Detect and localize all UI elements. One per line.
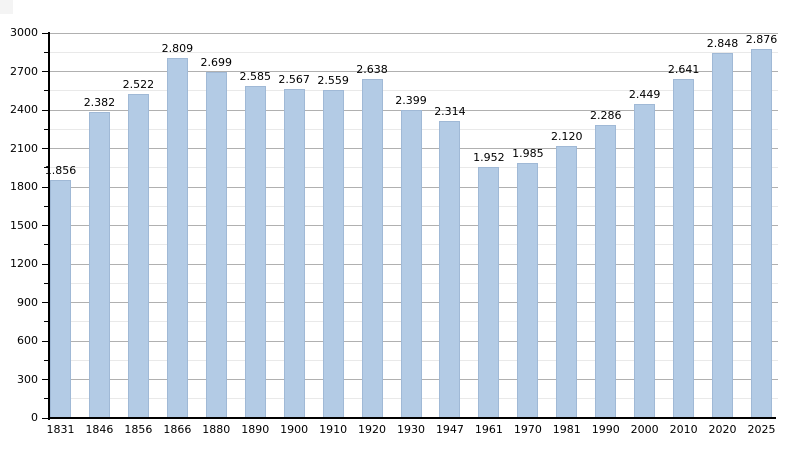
gridline-major xyxy=(50,32,778,34)
x-axis-line xyxy=(48,417,776,419)
x-axis-tick-label: 1866 xyxy=(163,423,192,436)
bar-value-label: 2.314 xyxy=(434,105,466,119)
x-axis-tick-label: 1920 xyxy=(358,423,387,436)
x-axis-tick-label: 1947 xyxy=(435,423,464,436)
x-axis-tick-label: 2025 xyxy=(747,423,776,436)
bar-1981 xyxy=(556,145,578,418)
y-axis-major-tick xyxy=(42,32,50,34)
y-axis-tick-label: 900 xyxy=(17,295,38,309)
bar-value-label: 2.638 xyxy=(356,63,388,77)
bar-1831 xyxy=(50,179,71,418)
y-axis-major-tick xyxy=(42,417,50,419)
x-axis-tick-label: 1981 xyxy=(552,423,581,436)
bar-1947 xyxy=(439,121,461,418)
bar-value-label: 2.641 xyxy=(667,63,700,77)
gridline-major xyxy=(50,109,778,111)
bar-value-label: 1.856 xyxy=(44,163,77,177)
bar-value-label: 2.120 xyxy=(551,129,583,143)
x-axis-tick-label: 1970 xyxy=(513,423,542,436)
y-axis-major-tick xyxy=(42,71,50,72)
bar-value-label: 2.567 xyxy=(278,72,310,86)
y-axis-major-tick xyxy=(42,109,50,111)
bar-value-label: 2.522 xyxy=(122,78,155,92)
bar-2025 xyxy=(751,48,772,418)
y-axis-minor-tick xyxy=(44,359,50,361)
y-axis-major-tick xyxy=(42,148,50,149)
bar-1900 xyxy=(283,88,305,418)
bar-1990 xyxy=(595,124,617,418)
y-axis-minor-tick xyxy=(44,244,50,246)
y-axis-minor-tick xyxy=(44,282,50,284)
bar-value-label: 2.876 xyxy=(745,32,778,46)
bar-value-label: 2.449 xyxy=(628,87,661,101)
bar-2020 xyxy=(712,52,734,418)
bar-value-label: 2.286 xyxy=(589,108,622,122)
y-axis-minor-tick xyxy=(44,167,50,169)
bar-1856 xyxy=(127,94,149,418)
bar-1930 xyxy=(400,110,422,418)
y-axis-major-tick xyxy=(42,186,50,188)
gridline-minor xyxy=(50,51,778,53)
x-axis-tick-label: 2010 xyxy=(669,423,698,436)
gridline-major xyxy=(50,71,778,72)
bar-value-label: 2.585 xyxy=(239,70,271,84)
bar-2000 xyxy=(634,103,656,418)
y-axis-tick-label: 1200 xyxy=(10,257,38,270)
y-axis-minor-tick xyxy=(44,321,50,323)
x-axis-tick-label: 1880 xyxy=(202,423,231,436)
y-axis-minor-tick xyxy=(44,128,50,130)
y-axis-minor-tick xyxy=(44,205,50,207)
y-axis-major-tick xyxy=(42,225,50,226)
bar-value-label: 2.382 xyxy=(83,96,116,110)
y-axis-minor-tick xyxy=(44,398,50,400)
y-axis-tick-label: 2700 xyxy=(10,64,38,78)
bar-1961 xyxy=(478,167,500,418)
y-axis-tick-label: 3000 xyxy=(10,26,38,39)
bar-value-label: 2.699 xyxy=(200,55,233,69)
y-axis-tick-label: 1500 xyxy=(10,218,38,232)
bar-1910 xyxy=(322,89,344,418)
y-axis-tick-label: 0 xyxy=(31,411,38,424)
x-axis-tick-label: 2000 xyxy=(630,423,659,436)
bar-1846 xyxy=(88,112,110,418)
y-axis-line xyxy=(48,32,50,420)
bar-1880 xyxy=(205,71,227,418)
x-axis-tick-label: 1990 xyxy=(591,423,620,436)
bar-value-label: 2.399 xyxy=(395,94,427,108)
corner-artifact xyxy=(0,0,13,14)
bar-1866 xyxy=(166,57,188,418)
gridline-minor xyxy=(50,90,778,92)
y-axis-tick-label: 2100 xyxy=(10,141,38,155)
y-axis-minor-tick xyxy=(44,51,50,53)
x-axis-tick-label: 1890 xyxy=(241,423,270,436)
x-axis-tick-label: 1930 xyxy=(397,423,425,436)
bar-value-label: 1.952 xyxy=(473,151,505,165)
x-axis-tick-label: 1961 xyxy=(474,423,503,436)
bar-2010 xyxy=(673,79,695,418)
bar-value-label: 2.809 xyxy=(161,41,194,55)
y-axis-major-tick xyxy=(42,302,50,303)
x-axis-tick-label: 1910 xyxy=(319,423,348,436)
bar-1890 xyxy=(244,86,266,418)
y-axis-tick-label: 300 xyxy=(17,372,38,386)
bar-1970 xyxy=(517,163,539,418)
y-axis-major-tick xyxy=(42,340,50,342)
x-axis-tick-label: 1846 xyxy=(85,423,114,436)
x-axis-tick-label: 2020 xyxy=(708,423,737,436)
bar-value-label: 2.559 xyxy=(317,73,349,87)
y-axis-major-tick xyxy=(42,379,50,380)
x-axis-tick-label: 1900 xyxy=(280,423,309,436)
y-axis-tick-label: 600 xyxy=(17,334,38,347)
bar-value-label: 2.848 xyxy=(706,36,739,50)
y-axis-major-tick xyxy=(42,263,50,265)
bar-value-label: 1.985 xyxy=(512,147,544,161)
y-axis-tick-label: 2400 xyxy=(10,103,38,116)
y-axis-tick-label: 1800 xyxy=(10,180,38,193)
x-axis-tick-label: 1831 xyxy=(46,423,75,436)
y-axis-minor-tick xyxy=(44,90,50,92)
x-axis-tick-label: 1856 xyxy=(124,423,153,436)
bar-1920 xyxy=(361,79,383,418)
